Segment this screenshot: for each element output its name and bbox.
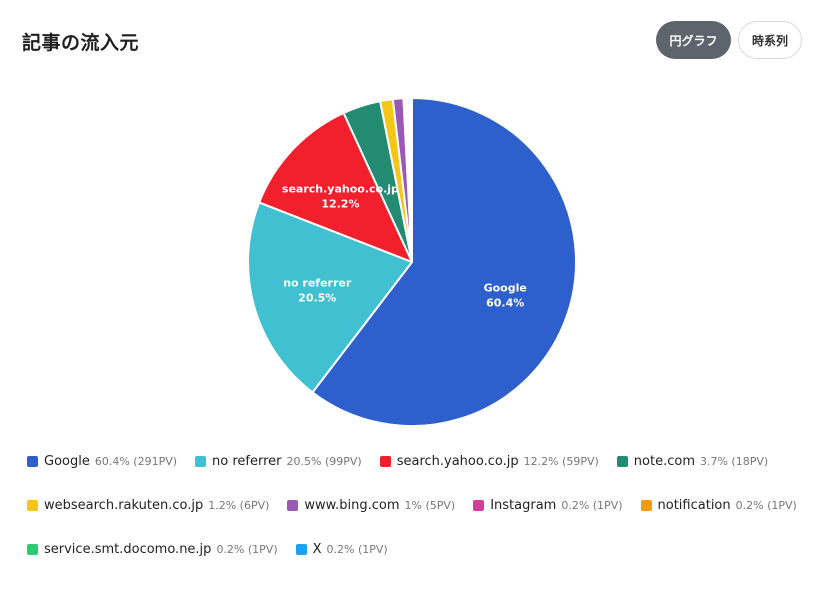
legend-item[interactable]: no referrer 20.5% (99PV) [195, 454, 362, 469]
legend-label: no referrer [212, 454, 282, 469]
legend-swatch [27, 544, 38, 555]
legend-swatch [473, 500, 485, 511]
slice-label-percent: 12.2% [321, 197, 359, 210]
legend-swatch [640, 500, 652, 511]
legend-label: Instagram [490, 498, 557, 513]
legend-label: search.yahoo.co.jp [396, 454, 519, 469]
slice-label-name: no referrer [283, 277, 352, 290]
legend-item[interactable]: search.yahoo.co.jp 12.2% (59PV) [379, 454, 599, 469]
legend-label: X [312, 542, 322, 557]
legend-label: Google [44, 454, 90, 469]
legend-swatch [27, 456, 38, 467]
legend-label: www.bing.com [304, 498, 400, 513]
legend-stat: 1.2% (6PV) [208, 499, 270, 512]
legend-item[interactable]: note.com 3.7% (18PV) [616, 454, 769, 469]
legend-item[interactable]: websearch.rakuten.co.jp 1.2% (6PV) [27, 498, 269, 513]
slice-label-percent: 60.4% [486, 297, 524, 310]
legend-stat: 20.5% (99PV) [286, 455, 362, 468]
legend-stat: 0.2% (1PV) [561, 499, 623, 512]
pie-chart-view-button[interactable]: 円グラフ [656, 21, 731, 59]
legend-swatch [379, 456, 391, 467]
legend-swatch [616, 456, 628, 467]
legend-item[interactable]: X 0.2% (1PV) [295, 542, 388, 557]
slice-label-name: Google [484, 282, 527, 295]
legend-label: note.com [633, 454, 695, 469]
legend-item[interactable]: notification 0.2% (1PV) [640, 498, 797, 513]
legend-stat: 1% (5PV) [404, 499, 456, 512]
page-title: 記事の流入元 [22, 32, 140, 54]
legend-label: websearch.rakuten.co.jp [44, 498, 204, 513]
legend-row: service.smt.docomo.ne.jp 0.2% (1PV) X 0.2% … [27, 542, 807, 586]
legend-row: Google 60.4% (291PV) no referrer 20.5% (99P… [27, 454, 807, 498]
legend-swatch [195, 456, 207, 467]
legend-stat: 12.2% (59PV) [523, 455, 599, 468]
legend-stat: 0.2% (1PV) [216, 543, 278, 556]
legend-item[interactable]: www.bing.com 1% (5PV) [287, 498, 455, 513]
legend-swatch [295, 544, 307, 555]
legend-stat: 3.7% (18PV) [699, 455, 769, 468]
pie-slice[interactable] [311, 97, 577, 427]
legend-swatch [287, 500, 299, 511]
legend-label: service.smt.docomo.ne.jp [44, 542, 212, 557]
legend-item[interactable]: Instagram 0.2% (1PV) [473, 498, 623, 513]
legend-item[interactable]: Google 60.4% (291PV) [27, 454, 177, 469]
legend-swatch [27, 500, 38, 511]
pie-slice[interactable] [258, 111, 413, 263]
pie-chart: Google 60.4% no referrer 20.5% search.yahoo.… [247, 96, 577, 427]
legend-stat: 0.2% (1PV) [326, 543, 388, 556]
chart-legend: Google 60.4% (291PV) no referrer 20.5% (99P… [27, 454, 807, 586]
legend-row: websearch.rakuten.co.jp 1.2% (6PV) www.bin… [27, 498, 807, 542]
legend-item[interactable]: service.smt.docomo.ne.jp 0.2% (1PV) [27, 542, 278, 557]
timeseries-view-button[interactable]: 時系列 [738, 21, 802, 59]
legend-label: notification [657, 498, 731, 513]
legend-stat: 60.4% (291PV) [94, 455, 178, 468]
legend-stat: 0.2% (1PV) [735, 499, 797, 512]
pie-slice[interactable] [408, 96, 413, 263]
pie-slice[interactable] [247, 201, 413, 394]
slice-label-percent: 20.5% [298, 292, 336, 305]
slice-label-name: search.yahoo.co.jp [282, 182, 399, 195]
